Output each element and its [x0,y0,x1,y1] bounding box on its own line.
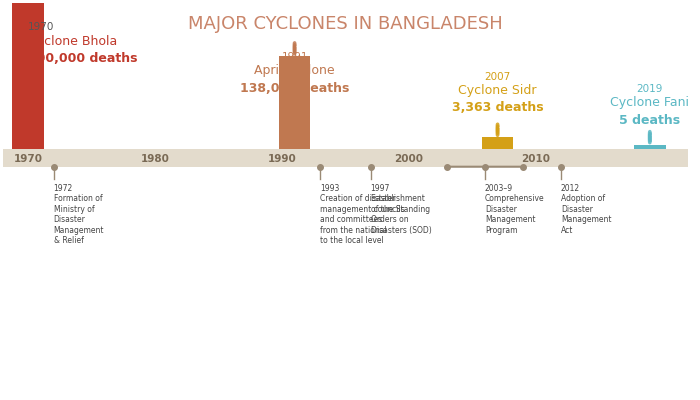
Text: 1991: 1991 [281,52,308,62]
Text: 1997
Establishment
of the Standing
Orders on
Disasters (SOD): 1997 Establishment of the Standing Order… [371,184,431,234]
Text: 1970: 1970 [28,22,55,32]
Text: 2007: 2007 [484,72,511,82]
Text: 1970: 1970 [14,154,43,164]
Text: 2003–9
Comprehensive
Disaster
Management
Program: 2003–9 Comprehensive Disaster Management… [485,184,545,234]
Text: 5 deaths: 5 deaths [620,114,680,127]
Bar [482,137,513,150]
Text: 2010: 2010 [521,154,550,164]
Bar [13,0,44,150]
Text: 1980: 1980 [141,154,169,164]
Text: MAJOR CYCLONES IN BANGLADESH: MAJOR CYCLONES IN BANGLADESH [188,15,503,33]
Text: 2012
Adoption of
Disaster
Management
Act: 2012 Adoption of Disaster Management Act [561,184,612,234]
Text: 1972
Formation of
Ministry of
Disaster
Management
& Relief: 1972 Formation of Ministry of Disaster M… [53,184,104,245]
Text: 1990: 1990 [267,154,296,164]
Text: 2019: 2019 [636,84,663,94]
Text: 2000: 2000 [394,154,424,164]
Text: 300,000 deaths: 300,000 deaths [28,52,138,65]
Text: Cyclone Bhola: Cyclone Bhola [28,35,118,48]
Text: 1993
Creation of disaster
management councils
and committees
from the national
t: 1993 Creation of disaster management cou… [320,184,405,245]
Text: 3,363 deaths: 3,363 deaths [452,101,543,114]
Text: 138,000 deaths: 138,000 deaths [240,82,349,95]
Bar [279,56,310,150]
Bar [634,144,666,150]
Text: Cyclone Fani: Cyclone Fani [610,96,690,110]
FancyBboxPatch shape [3,150,688,167]
Text: April cyclone: April cyclone [254,64,335,78]
Text: Cyclone Sidr: Cyclone Sidr [458,84,537,97]
